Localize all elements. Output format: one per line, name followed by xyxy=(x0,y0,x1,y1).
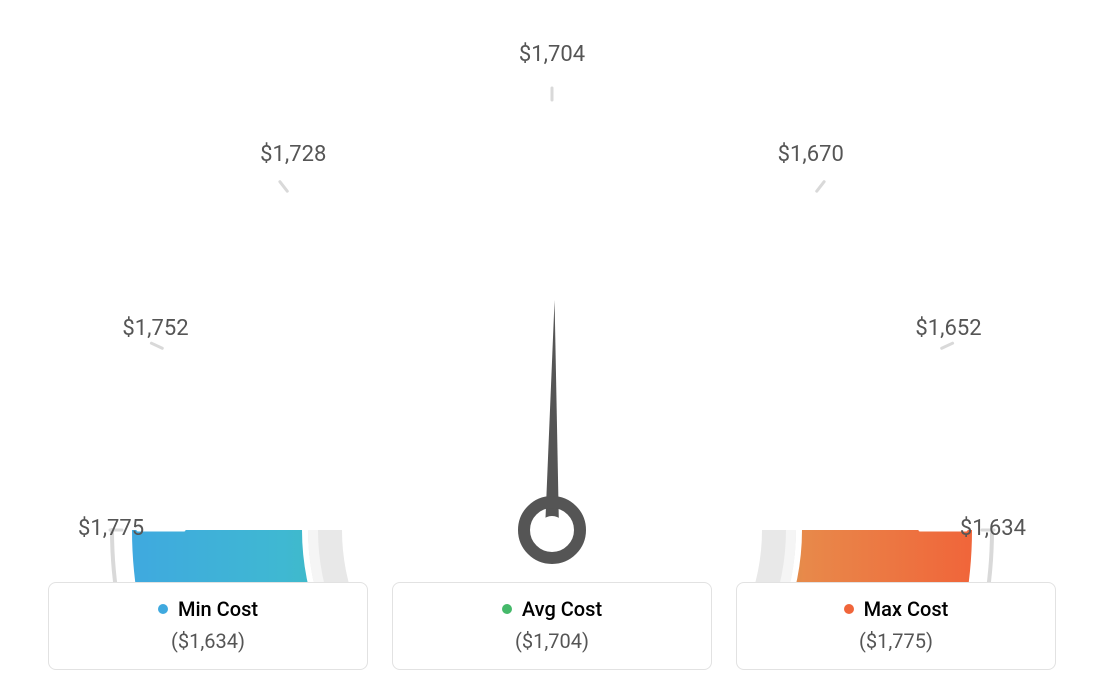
gauge-tick-label: $1,728 xyxy=(260,142,326,167)
legend-title-avg: Avg Cost xyxy=(502,597,602,621)
legend-card-min: Min Cost ($1,634) xyxy=(48,582,368,670)
chart-container: $1,634 $1,652 $1,670 $1,704 $1,728 $1,752 $1,7… xyxy=(0,0,1104,690)
legend-label-min: Min Cost xyxy=(178,597,258,621)
legend-label-avg: Avg Cost xyxy=(522,597,602,621)
legend-card-avg: Avg Cost ($1,704) xyxy=(392,582,712,670)
gauge-area: $1,634 $1,652 $1,670 $1,704 $1,728 $1,752 $1,7… xyxy=(0,0,1104,560)
gauge-tick-label: $1,634 xyxy=(946,516,1026,541)
legend-row: Min Cost ($1,634) Avg Cost ($1,704) Max … xyxy=(0,582,1104,670)
legend-title-max: Max Cost xyxy=(844,597,949,621)
legend-title-min: Min Cost xyxy=(158,597,258,621)
legend-value-min: ($1,634) xyxy=(69,629,347,653)
gauge-tick-label: $1,704 xyxy=(512,42,592,67)
gauge-tick-label: $1,752 xyxy=(122,316,188,341)
legend-card-max: Max Cost ($1,775) xyxy=(736,582,1056,670)
legend-value-max: ($1,775) xyxy=(757,629,1035,653)
legend-value-avg: ($1,704) xyxy=(413,629,691,653)
gauge-tick-label: $1,670 xyxy=(764,142,844,167)
legend-dot-avg xyxy=(502,604,512,614)
legend-label-max: Max Cost xyxy=(864,597,949,621)
legend-dot-min xyxy=(158,604,168,614)
gauge-tick-label: $1,652 xyxy=(902,316,982,341)
gauge-tick-label: $1,775 xyxy=(78,516,144,541)
legend-dot-max xyxy=(844,604,854,614)
